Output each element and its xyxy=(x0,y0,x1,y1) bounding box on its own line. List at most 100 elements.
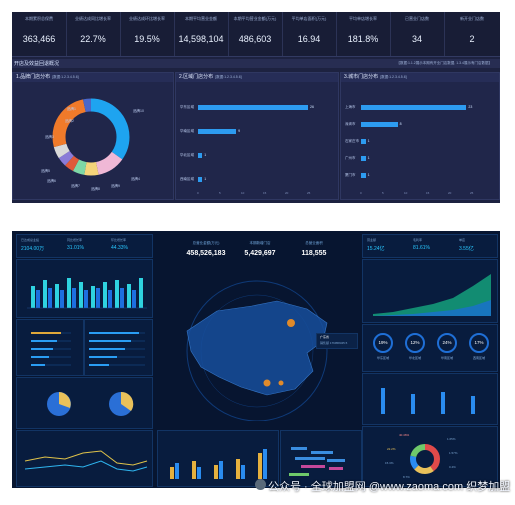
panel-note: [数据:1.2.3.4.5.6] xyxy=(380,75,407,79)
gauge-1: 19% xyxy=(373,333,393,353)
axis-tick-label: 10 xyxy=(241,191,245,195)
bar-value-label: 8 xyxy=(399,122,402,126)
bar-value-label: 23 xyxy=(468,105,473,109)
gauge-4: 17% xyxy=(469,333,489,353)
panel-note: [数据:1.2.3.4.5.6] xyxy=(215,75,242,79)
map-tooltip: 广东省 销售额 176958345.5 xyxy=(316,333,358,349)
donut-slice xyxy=(52,98,130,176)
bar xyxy=(361,122,398,127)
kpi-strip-left: 已达成总业绩 2104.00万 同比增长率 31.01% 环比增长率 44.33… xyxy=(16,234,153,258)
bar-value-label: 1 xyxy=(367,156,370,160)
progress-list-panel-1 xyxy=(16,319,84,376)
kpi-label: 本期累积总保费 xyxy=(25,16,53,21)
area-chart xyxy=(373,274,491,316)
donut-label: 品牌5 xyxy=(41,169,50,173)
center-bar-panel xyxy=(157,430,279,487)
bar-value-label: 9 xyxy=(238,129,241,133)
kpi-label: 本期平均营业金额 xyxy=(185,16,217,21)
donut-label: 8.7% xyxy=(403,475,410,479)
bar-value-label: 1 xyxy=(367,173,370,177)
panel-note: [数据:1.2.3.4.5.6] xyxy=(52,75,79,79)
bar-category-label: 石家庄市 xyxy=(345,139,359,143)
kpi-mom: 业绩达成环比增长率 19.5% xyxy=(120,12,175,56)
donut-label: 品牌2 xyxy=(65,119,74,123)
axis-tick-label: 5 xyxy=(219,191,221,195)
kpi-value: 14,598,104 xyxy=(178,34,224,44)
progress-list-panel-2 xyxy=(84,319,153,376)
kpi-yoy: 业绩达成同比增长率 22.7% xyxy=(66,12,121,56)
stat-value: 118,555 xyxy=(301,250,327,257)
kpi-avg-store-area: 平均单店面积(万元) 16.94 xyxy=(282,12,337,56)
gauge-3: 24% xyxy=(437,333,457,353)
donut-label: 品牌8 xyxy=(91,187,100,191)
progress-bars xyxy=(31,332,71,366)
pie-panel xyxy=(16,377,153,429)
bar-category-label: 深圳市 xyxy=(345,122,356,126)
donut-label: 0.4% xyxy=(449,465,456,469)
kpi-value: 22.7% xyxy=(80,34,106,44)
axis-tick-label: 20 xyxy=(285,191,289,195)
bar xyxy=(198,105,308,110)
bigscreen-dashboard: 已达成总业绩 2104.00万 同比增长率 31.01% 环比增长率 44.33… xyxy=(12,231,500,488)
section-title: 开店及效益回退概况 xyxy=(14,61,60,67)
brand-donut-chart xyxy=(52,98,130,176)
gauge-label: 华南区域 xyxy=(440,356,453,360)
stat-value: 458,526,183 xyxy=(186,250,226,257)
gauge-label: 西南区域 xyxy=(472,356,485,360)
kpi-label: 环比增长率 xyxy=(111,238,127,242)
kpi-label: 单店 xyxy=(459,238,466,242)
kpi-value: 363,466 xyxy=(22,34,56,44)
donut-label: 1.57% xyxy=(449,451,458,455)
stat-label: 总营业金额(万元) xyxy=(192,241,220,245)
bar-category-label: 上海市 xyxy=(345,105,356,109)
donut-label: 品牌9 xyxy=(111,184,120,188)
panel-title: 2.区域门店分布 [数据:1.2.3.4.5.6] xyxy=(176,73,338,82)
trend-line-chart xyxy=(24,450,148,472)
kpi-bar: 本期累积总保费 363,466 业绩达成同比增长率 22.7% 业绩达成环比增长… xyxy=(12,12,500,57)
kpi-strip-right: 营业额 15.24亿 毛利率 81.61% 单店 3.55亿 xyxy=(362,234,498,258)
kpi-label: 已达成总业绩 xyxy=(21,238,40,242)
gauge-panel: 19% 12% 24% 17% 华东区域 华北区域 华南区域 西南区域 xyxy=(362,324,498,372)
kpi-value: 34 xyxy=(411,34,422,44)
center-stat-3: 总营业面积 118,555 xyxy=(292,241,336,261)
panel-title-text: 1.品牌门店分布 xyxy=(16,74,51,80)
word-cloud-panel xyxy=(280,430,362,487)
bar-category-label: 广州市 xyxy=(345,156,356,160)
axis-tick-label: 15 xyxy=(426,191,430,195)
kpi-label: 业绩达成同比增长率 xyxy=(75,16,111,21)
kpi-value: 31.01% xyxy=(67,245,84,251)
tooltip-title: 广东省 xyxy=(320,335,330,339)
panel-title: 1.品牌门店分布 [数据:1.2.3.4.5.6] xyxy=(13,73,173,82)
axis-tick-label: 0 xyxy=(360,191,362,195)
monthly-bar-chart xyxy=(27,278,147,309)
bar-value-label: 1 xyxy=(367,139,370,143)
bar xyxy=(361,139,366,144)
donut-label: 品牌6 xyxy=(47,179,56,183)
bar xyxy=(361,105,467,110)
kpi-new-stores: 新开业门店数 2 xyxy=(444,12,500,56)
stat-label: 总营业面积 xyxy=(305,241,323,245)
bar-category-label: 西南区域 xyxy=(180,177,194,181)
kpi-label: 新开业门店数 xyxy=(460,16,484,21)
bar-category-label: 厦门市 xyxy=(345,173,356,177)
kpi-value: 3.55亿 xyxy=(459,246,474,252)
stat-label: 本期新增门店 xyxy=(249,241,271,245)
kpi-value: 44.33% xyxy=(111,245,128,251)
center-bar-chart xyxy=(170,449,267,479)
store-overview-dashboard: 本期累积总保费 363,466 业绩达成同比增长率 22.7% 业绩达成环比增长… xyxy=(12,12,500,203)
right-donut-chart xyxy=(410,444,440,474)
kpi-label: 平均单店增长率 xyxy=(349,16,377,21)
city-distribution-panel: 3.城市门店分布 [数据:1.2.3.4.5.6] 上海市 23 深圳市 8 石家庄市 1 广… xyxy=(340,72,500,200)
kpi-value: 15.24亿 xyxy=(367,246,385,252)
bar xyxy=(361,173,366,178)
trend-line-panel xyxy=(16,430,153,487)
donut-label: 15.3% xyxy=(385,461,394,465)
kpi-label: 业绩达成环比增长率 xyxy=(129,16,165,21)
kpi-label: 毛利率 xyxy=(413,238,423,242)
section-note: 【数据:1.1.2展示本期有开业门店数据, 1.3.4展示有门店数据】 xyxy=(396,61,493,65)
china-map[interactable] xyxy=(157,271,357,421)
donut-slice xyxy=(52,98,130,176)
right-donut-panel: 40.46% 1.65% 22.2% 1.57% 15.3% 0.4% 8.7% xyxy=(362,426,498,487)
kpi-label: 本期平均营业金额(万元) xyxy=(233,16,277,21)
stat-value: 5,429,697 xyxy=(244,250,276,257)
